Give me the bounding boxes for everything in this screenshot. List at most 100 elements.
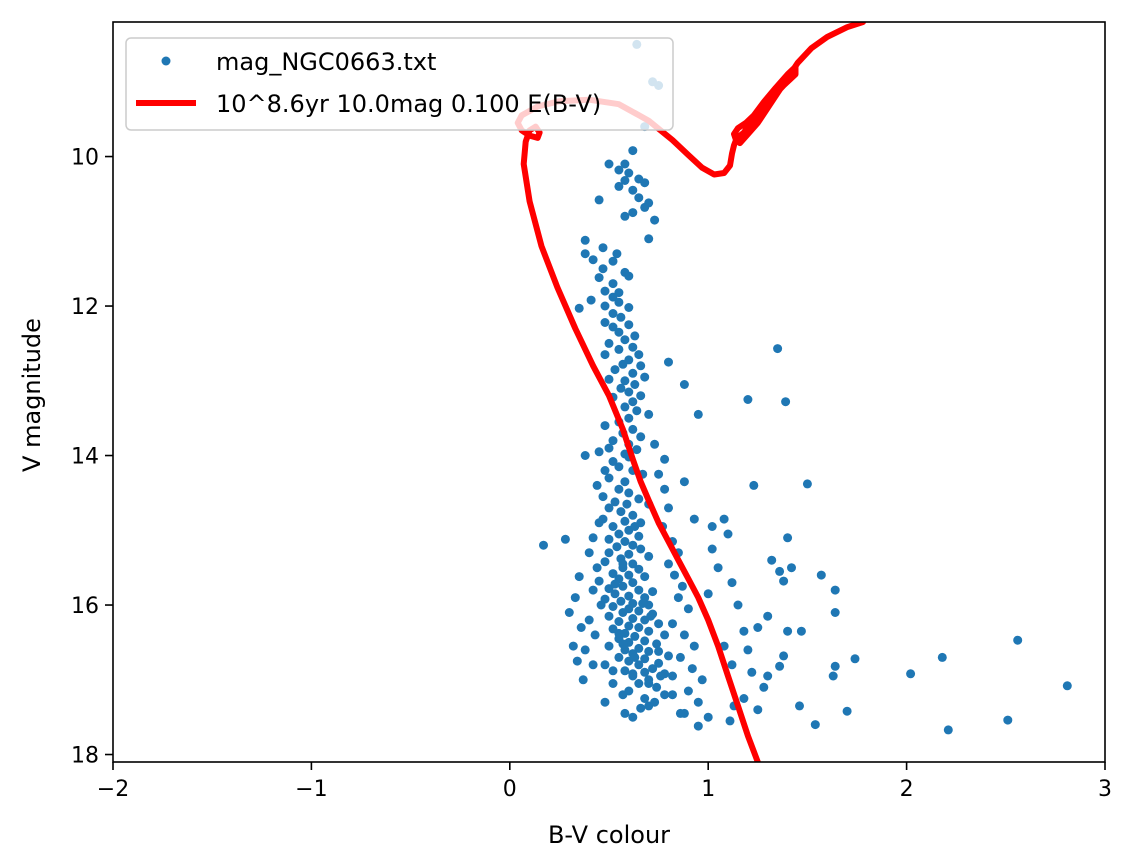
scatter-point [664, 559, 673, 569]
scatter-point [622, 499, 632, 509]
x-axis-ticks: −2 −1 0 1 2 3 [97, 762, 1112, 802]
scatter-point [675, 652, 685, 662]
scatter-point [654, 619, 664, 629]
scatter-point [660, 690, 670, 700]
scatter-point [650, 215, 660, 225]
scatter-point [604, 338, 614, 348]
scatter-point [580, 249, 590, 259]
scatter-point [600, 318, 610, 327]
scatter-point [574, 572, 584, 582]
scatter-point [600, 286, 610, 296]
scatter-point [618, 690, 628, 700]
scatter-point [787, 563, 796, 573]
scatter-point [618, 581, 628, 591]
y-tick-label: 18 [71, 744, 99, 769]
scatter-point [614, 617, 624, 626]
scatter-point [618, 359, 628, 369]
scatter-point [693, 697, 703, 707]
scatter-point [630, 331, 640, 341]
scatter-point [634, 531, 644, 541]
scatter-point [775, 661, 785, 671]
scatter-point [624, 488, 634, 498]
scatter-point [620, 666, 630, 676]
scatter-point [594, 195, 604, 205]
scatter-point [616, 312, 626, 322]
scatter-point [687, 664, 697, 674]
scatter-point [644, 679, 654, 688]
plot-area [514, 22, 1072, 762]
x-tick-label: −2 [97, 777, 129, 802]
scatter-point [775, 566, 785, 576]
scatter-point [628, 424, 638, 434]
scatter-point [767, 555, 777, 565]
scatter-point [733, 600, 743, 610]
scatter-point [652, 682, 662, 692]
scatter-point [624, 570, 634, 580]
scatter-point [660, 630, 670, 640]
scatter-point [725, 716, 735, 726]
scatter-point [644, 551, 654, 561]
scatter-point [572, 656, 582, 666]
scatter-point [628, 368, 638, 378]
x-tick-label: 0 [503, 777, 517, 802]
scatter-point [592, 480, 602, 490]
scatter-point [600, 697, 610, 707]
scatter-point [600, 301, 610, 311]
y-tick-label: 16 [71, 594, 99, 619]
scatter-point [608, 522, 618, 531]
scatter-point [644, 646, 654, 656]
scatter-point [1013, 635, 1023, 645]
scatter-point [816, 570, 826, 580]
scatter-point [600, 350, 610, 360]
scatter-point [628, 559, 638, 569]
scatter-point [608, 679, 618, 688]
scatter-point [628, 669, 638, 679]
scatter-point [568, 641, 578, 651]
scatter-point [618, 639, 628, 649]
scatter-point [640, 636, 650, 646]
scatter-point [783, 533, 793, 543]
scatter-point [759, 682, 769, 692]
scatter-point [654, 646, 664, 656]
scatter-point [632, 445, 642, 455]
x-tick-label: 2 [900, 777, 914, 802]
scatter-point [624, 387, 634, 397]
scatter-point [620, 376, 630, 386]
scatter-point [620, 477, 630, 487]
scatter-point [628, 397, 638, 407]
scatter-point [739, 626, 749, 636]
scatter-point [650, 439, 660, 449]
scatter-point [664, 357, 673, 367]
scatter-point [640, 654, 650, 664]
scatter-point [634, 585, 644, 595]
scatter-point [604, 534, 614, 544]
scatter-point [636, 544, 646, 554]
scatter-point [584, 615, 594, 625]
x-tick-label: 1 [701, 777, 715, 802]
scatter-point [634, 679, 644, 688]
scatter-point [795, 701, 804, 711]
scatter-point [640, 372, 650, 382]
scatter-point [592, 563, 602, 573]
scatter-point [828, 671, 838, 681]
scatter-point [683, 604, 693, 614]
scatter-point [646, 611, 656, 621]
scatter-point [636, 361, 646, 371]
isochrone-series [514, 22, 866, 762]
scatter-point [628, 342, 638, 352]
scatter-point [604, 503, 614, 513]
scatter-point [630, 631, 640, 641]
scatter-point [620, 176, 630, 185]
scatter-point [560, 534, 570, 544]
scatter-point [747, 667, 757, 677]
scatter-point [668, 690, 677, 700]
scatter-point [810, 720, 820, 730]
scatter-point [628, 614, 638, 623]
scatter-point [703, 589, 713, 599]
scatter-point [648, 664, 658, 674]
scatter-point [624, 549, 634, 559]
scatter-point [634, 623, 644, 632]
scatter-point [634, 193, 644, 203]
x-axis-label: B-V colour [548, 821, 670, 849]
